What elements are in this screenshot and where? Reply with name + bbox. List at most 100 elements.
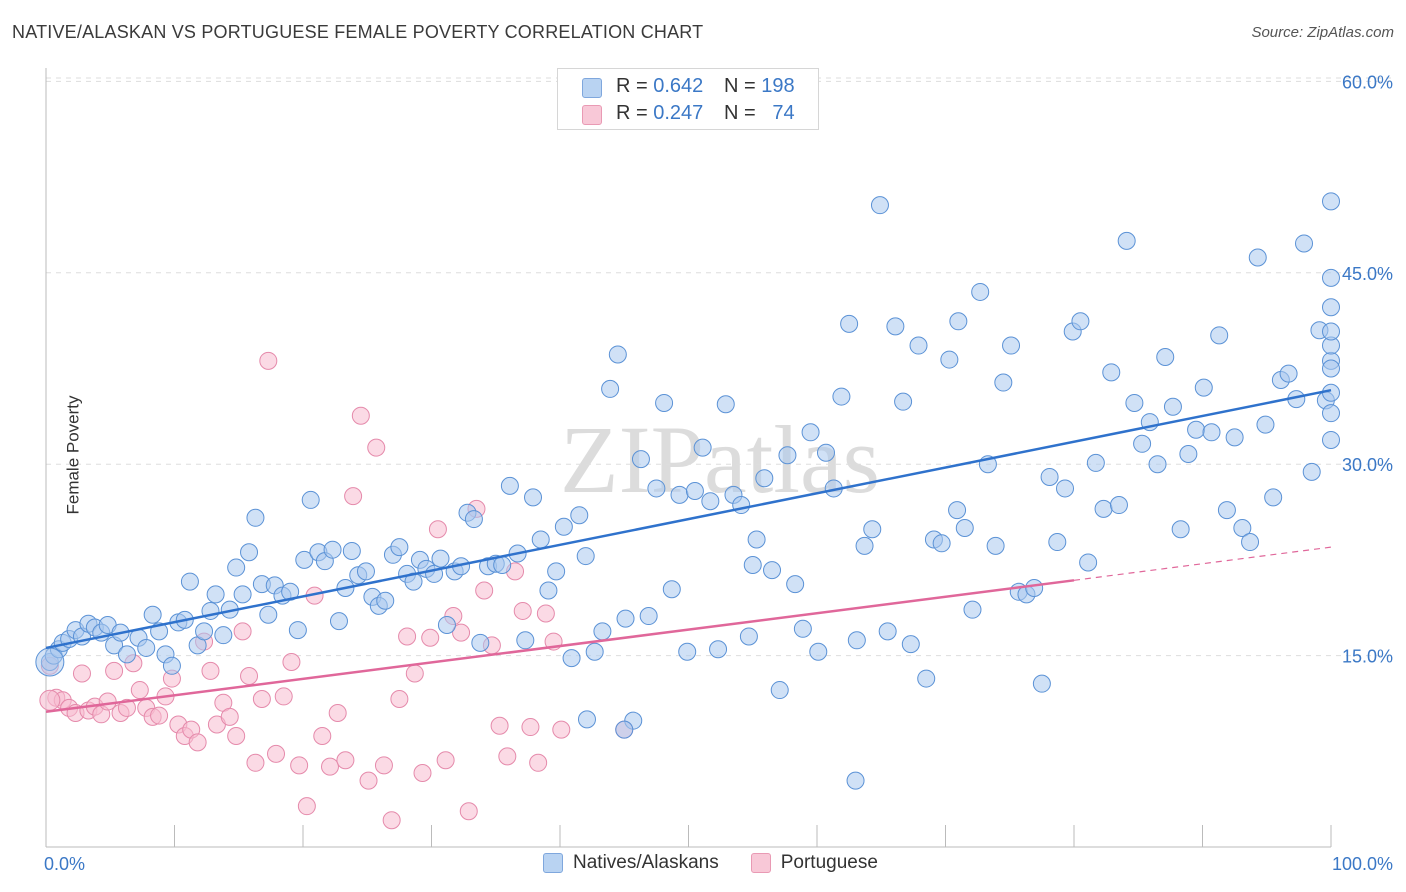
natives-point	[259, 605, 278, 624]
natives-point	[137, 638, 156, 657]
x-tick-label: 0.0%	[44, 854, 85, 874]
legend-swatch-natives	[543, 853, 563, 873]
natives-point	[770, 681, 789, 700]
legend-label-portuguese: Portuguese	[780, 852, 878, 873]
natives-point	[778, 446, 797, 465]
natives-point	[1322, 298, 1340, 317]
natives-point	[955, 519, 974, 537]
natives-point	[493, 556, 512, 575]
portuguese-point	[459, 802, 478, 821]
natives-point	[631, 450, 650, 469]
natives-point	[870, 196, 889, 215]
natives-point	[693, 438, 712, 457]
natives-point	[846, 771, 865, 790]
legend-swatch-portuguese	[750, 853, 771, 873]
natives-point	[709, 640, 728, 659]
portuguese-point	[475, 581, 494, 600]
natives-point	[1264, 488, 1283, 507]
natives-point	[471, 633, 490, 652]
portuguese-point	[336, 751, 355, 770]
natives-point	[1156, 348, 1175, 367]
natives-point	[986, 536, 1005, 555]
natives-point	[1071, 312, 1090, 331]
natives-point	[932, 534, 951, 553]
natives-point	[376, 591, 395, 610]
natives-swatch	[582, 78, 602, 98]
natives-point	[1094, 499, 1113, 518]
natives-point	[1322, 322, 1340, 341]
natives-point	[747, 530, 766, 549]
natives-point	[390, 538, 409, 557]
natives-point	[1125, 393, 1144, 412]
portuguese-point	[201, 661, 220, 680]
portuguese-point	[536, 604, 555, 623]
natives-point	[685, 481, 704, 500]
natives-point	[1279, 364, 1298, 383]
portuguese-point	[220, 707, 239, 726]
natives-point	[431, 549, 450, 568]
portuguese-trend-extension	[1073, 546, 1332, 581]
portuguese-point	[374, 756, 393, 775]
natives-point	[940, 350, 959, 369]
natives-point	[214, 626, 233, 645]
portuguese-point	[259, 351, 278, 370]
natives-point	[1322, 404, 1340, 423]
natives-point	[288, 621, 307, 640]
portuguese-point	[413, 763, 432, 782]
natives-point	[1109, 496, 1128, 515]
portuguese-point	[351, 406, 370, 425]
natives-point	[180, 572, 199, 591]
chart-title: NATIVE/ALASKAN VS PORTUGUESE FEMALE POVE…	[12, 22, 704, 42]
natives-point	[1322, 383, 1340, 402]
legend-item-natives[interactable]: Natives/Alaskans	[543, 852, 719, 874]
natives-point	[1322, 192, 1340, 211]
portuguese-point	[328, 704, 347, 723]
natives-point	[1148, 455, 1167, 474]
axes	[45, 68, 1332, 848]
portuguese-point	[290, 756, 309, 775]
portuguese-point	[72, 664, 91, 683]
portuguese-point	[150, 706, 169, 725]
natives-point	[143, 605, 162, 624]
portuguese-swatch	[582, 105, 602, 125]
natives-point	[577, 710, 596, 729]
natives-point	[516, 631, 535, 650]
natives-point	[570, 506, 589, 525]
natives-point	[917, 669, 936, 688]
natives-point	[593, 622, 612, 641]
natives-point	[233, 585, 252, 604]
natives-point	[539, 581, 558, 600]
natives-point	[554, 517, 573, 536]
natives-point	[1102, 363, 1121, 382]
portuguese-point	[267, 744, 286, 763]
natives-point	[655, 393, 674, 412]
natives-point	[616, 609, 635, 628]
portuguese-point	[274, 687, 293, 706]
natives-point	[437, 615, 456, 634]
natives-point	[329, 612, 348, 631]
legend-item-portuguese[interactable]: Portuguese	[750, 852, 878, 874]
natives-point	[464, 510, 483, 529]
legend-label-natives: Natives/Alaskans	[573, 852, 719, 873]
portuguese-point	[130, 681, 149, 700]
natives-point	[878, 622, 897, 641]
natives-point	[716, 395, 735, 414]
natives-point	[739, 627, 758, 646]
natives-point	[786, 575, 805, 594]
r-stat-natives: R = 0.642	[616, 75, 704, 97]
y-axis-label: Female Poverty	[63, 395, 83, 515]
natives-point	[886, 317, 905, 336]
natives-point	[117, 645, 136, 664]
natives-point	[1002, 336, 1021, 355]
n-stat-portuguese: N = 74	[724, 102, 795, 124]
natives-point	[562, 649, 581, 668]
y-tick-label: 45.0%	[1342, 264, 1393, 284]
natives-point	[281, 582, 300, 601]
natives-point	[1086, 453, 1105, 472]
stats-row-portuguese: R = 0.247 N = 74	[558, 102, 818, 128]
portuguese-point	[282, 652, 301, 671]
natives-point	[763, 561, 782, 580]
portuguese-point	[246, 753, 265, 772]
natives-point	[670, 485, 689, 504]
stats-row-natives: R = 0.642 N = 198	[558, 75, 818, 101]
